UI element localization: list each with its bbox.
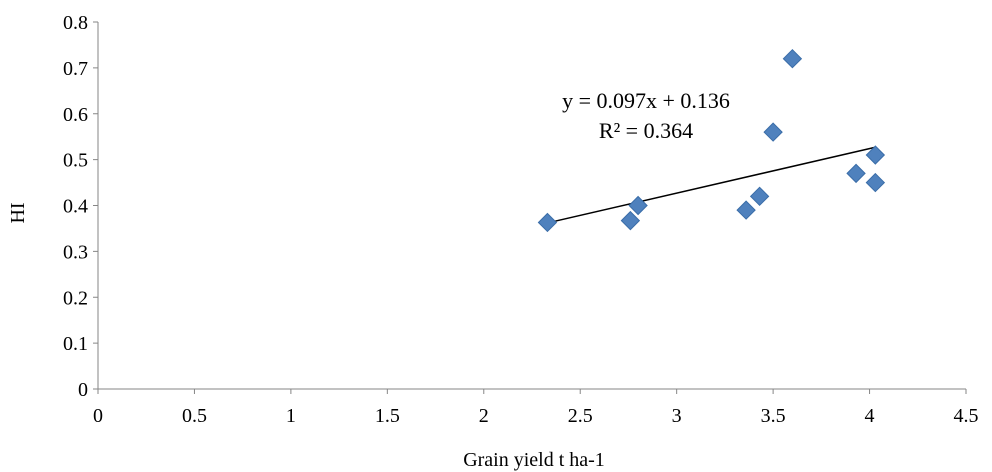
x-tick-label: 2.5: [568, 405, 593, 427]
x-tick-label: 1.5: [375, 405, 400, 427]
data-point: [628, 195, 648, 216]
data-point: [846, 163, 866, 184]
y-tick-label: 0.4: [63, 196, 88, 218]
data-point: [736, 200, 756, 220]
trendline: [547, 146, 876, 224]
x-tick-label: 3: [672, 405, 682, 427]
y-tick-label: 0: [78, 379, 88, 401]
trendline-equation: y = 0.097x + 0.136: [562, 88, 730, 113]
x-tick-label: 3.5: [761, 405, 786, 427]
y-tick-label: 0.2: [63, 287, 88, 309]
y-tick-label: 0.7: [63, 58, 88, 80]
data-points-layer: [537, 48, 886, 233]
y-tick-label: 0.8: [63, 12, 88, 34]
x-tick-label: 4: [865, 405, 875, 427]
x-tick-label: 2: [479, 405, 489, 427]
x-axis-title: Grain yield t ha-1: [463, 449, 605, 471]
x-axis: 0 0.5 1 1.5 2 2.5 3 3.5 4 4.5: [93, 388, 979, 427]
x-tick-label: 0.5: [182, 405, 207, 427]
data-point: [865, 172, 886, 193]
data-point: [865, 145, 886, 165]
y-axis-title: HI: [7, 202, 29, 223]
data-point: [620, 210, 641, 231]
x-tick-label: 4.5: [954, 405, 979, 427]
y-tick-label: 0.6: [63, 104, 88, 126]
data-point: [782, 48, 803, 69]
y-tick-label: 0.3: [63, 241, 88, 263]
x-tick-label: 1: [286, 405, 296, 427]
data-point: [537, 212, 558, 233]
y-tick-label: 0.5: [63, 150, 88, 172]
trendline-layer: [547, 146, 876, 224]
trendline-r-squared: R² = 0.364: [599, 118, 693, 143]
y-axis: 0 0.1 0.2 0.3 0.4 0.5 0.6 0.7 0.8: [63, 12, 99, 401]
y-tick-label: 0.1: [63, 333, 88, 355]
x-tick-label: 0: [93, 405, 103, 427]
data-point: [763, 122, 783, 142]
data-point: [749, 186, 770, 207]
